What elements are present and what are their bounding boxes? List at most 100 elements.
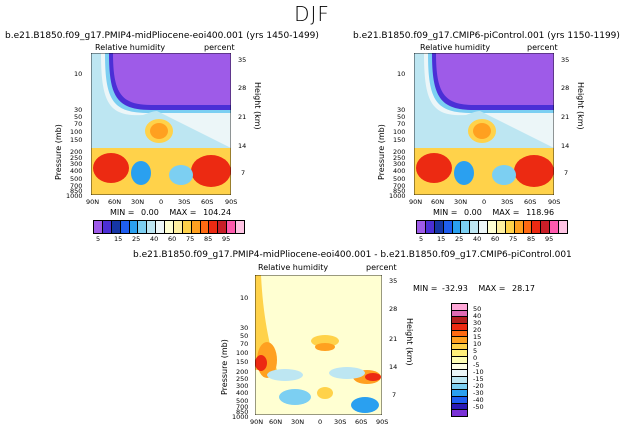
colorbar-swatch (129, 221, 139, 233)
y2tick: 14 (389, 363, 398, 371)
colorbar-swatch (227, 221, 236, 233)
ytick: 100 (70, 128, 83, 136)
colorbar-swatch (452, 304, 467, 311)
colorbar-swatch (120, 221, 130, 233)
y2tick: 14 (561, 142, 570, 150)
pl3-sh-core (365, 373, 381, 381)
xtick: 90N (250, 418, 264, 426)
ytick: 500 (70, 175, 83, 183)
cb-label: -5 (473, 361, 480, 369)
xtick: 0 (159, 198, 164, 206)
colorbar-swatch (461, 221, 471, 233)
panel-difference-plot (254, 274, 383, 416)
pl3-neg-low (279, 389, 311, 405)
ytick: 100 (393, 128, 406, 136)
panel-picontrol-plot (413, 52, 555, 196)
panel-pliocene-y2label: Height (km) (253, 82, 262, 130)
pl3-tropical-upper (311, 335, 339, 347)
colorbar-swatch (138, 221, 148, 233)
cb-label: 85 (527, 235, 536, 243)
y2tick: 14 (238, 142, 247, 150)
panel-picontrol-units: percent (527, 43, 558, 52)
colorbar-swatch (147, 221, 157, 233)
cb-label: -50 (473, 403, 484, 411)
y2tick: 28 (238, 84, 247, 92)
colorbar-swatch (452, 221, 462, 233)
colorbar-swatch (452, 337, 467, 344)
colorbar-difference (451, 303, 468, 417)
pl1-dry-sub-n (131, 161, 151, 185)
y2tick: 35 (389, 277, 398, 285)
panel-difference-stats: MIN = -32.93 MAX = 28.17 (413, 284, 535, 293)
pl3-neg-n (267, 369, 303, 381)
colorbar-swatch (496, 221, 506, 233)
ytick: 70 (74, 120, 83, 128)
colorbar-swatch (532, 221, 542, 233)
xtick: 90N (409, 198, 423, 206)
ytick: 400 (70, 167, 83, 175)
colorbar-swatch (514, 221, 524, 233)
ytick: 70 (397, 120, 406, 128)
colorbar-swatch (434, 221, 444, 233)
cb-label: 95 (222, 235, 231, 243)
colorbar-swatch (452, 410, 467, 416)
ytick: 300 (236, 382, 249, 390)
colorbar-swatch (425, 221, 435, 233)
xtick: 60N (431, 198, 445, 206)
min-label: MIN = (110, 208, 135, 217)
colorbar-swatch (94, 221, 103, 233)
ytick: 250 (70, 154, 83, 162)
panel-difference-variable: Relative humidity (258, 263, 329, 272)
colorbar-swatch (541, 221, 551, 233)
ytick: 300 (393, 160, 406, 168)
cb-label: 40 (150, 235, 159, 243)
xtick: 30N (131, 198, 145, 206)
panel-difference-title: b.e21.B1850.f09_g17.PMIP4-midPliocene-eo… (133, 250, 572, 260)
cb-label: 15 (114, 235, 123, 243)
xtick: 30S (501, 198, 514, 206)
y2tick: 35 (238, 56, 247, 64)
xtick: 90S (225, 198, 238, 206)
colorbar-swatch (452, 343, 467, 351)
max-value: 104.24 (203, 208, 232, 217)
pl1-sh-blob (191, 155, 231, 187)
xtick: 0 (482, 198, 487, 206)
max-value: 28.17 (512, 284, 535, 293)
xtick: 90S (548, 198, 561, 206)
min-label: MIN = (433, 208, 458, 217)
ytick: 150 (393, 136, 406, 144)
cb-label: 0 (473, 354, 478, 362)
ytick: 1000 (66, 192, 83, 200)
colorbar-swatch (452, 383, 467, 391)
ytick: 700 (393, 182, 406, 190)
ytick: 1000 (389, 192, 406, 200)
panel-pliocene-variable: Relative humidity (95, 43, 166, 52)
colorbar-swatch (470, 221, 480, 233)
xtick: 60N (108, 198, 122, 206)
ytick: 400 (393, 167, 406, 175)
colorbar-swatch (452, 370, 467, 378)
pl3-tropical-core (315, 343, 335, 351)
panel-pliocene-units: percent (204, 43, 235, 52)
xtick: 60S (355, 418, 368, 426)
xtick: 30S (178, 198, 191, 206)
y2tick: 21 (238, 113, 247, 121)
min-value: -32.93 (442, 284, 468, 293)
xtick: 60S (201, 198, 214, 206)
pl2-tropical-core (473, 123, 491, 139)
panel-picontrol-variable: Relative humidity (420, 43, 491, 52)
cb-label: -40 (473, 396, 484, 404)
colorbar-swatch (488, 221, 497, 233)
colorbar-swatch (523, 221, 533, 233)
max-label: MAX = (478, 284, 506, 293)
y2tick: 35 (561, 56, 570, 64)
ytick: 50 (240, 332, 249, 340)
colorbar-swatch (218, 221, 228, 233)
colorbar-swatch (443, 221, 453, 233)
y2tick: 28 (389, 305, 398, 313)
cb-label: 30 (473, 319, 482, 327)
max-label: MAX = (169, 208, 197, 217)
pl2-sh-blob (514, 155, 554, 187)
cb-label: 40 (473, 235, 482, 243)
max-label: MAX = (492, 208, 520, 217)
